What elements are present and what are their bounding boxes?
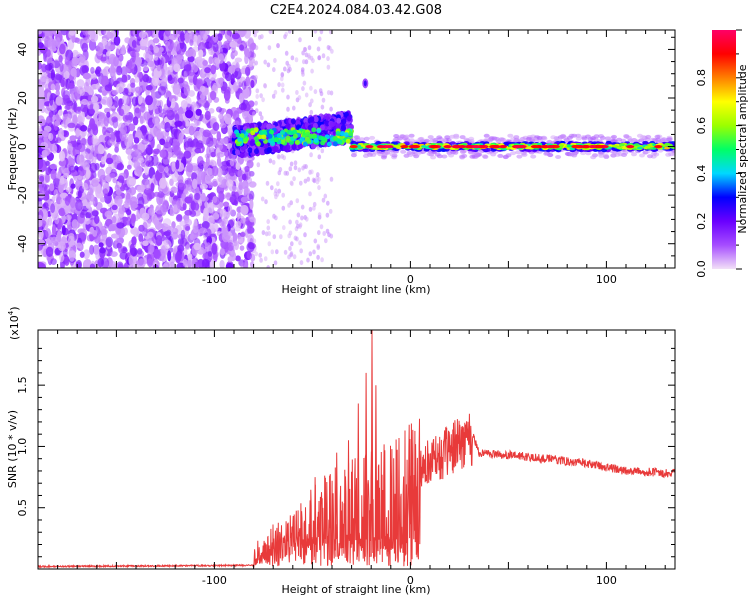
colorbar-gradient [712,30,736,269]
spectrogram-y-tick-label: 0 [16,143,29,150]
spectrogram-ticks: -100 0 100 -40 -20 0 20 40 [16,30,675,286]
colorbar-tick-label: 0.6 [695,117,708,135]
colorbar-tick-label: 0.8 [695,69,708,87]
colorbar-tick-label: 0.2 [695,212,708,230]
snr-y-label: SNR (10 * v/v) [6,410,19,488]
spectrogram-frame [37,29,676,269]
snr-x-tick-label: -100 [202,574,227,587]
snr-x-label: Height of straight line (km) [281,583,430,596]
colorbar: 0.0 0.2 0.4 0.6 0.8 Normalized spectral ampl… [695,29,749,278]
spectrogram-y-tick-label: 20 [16,91,29,105]
snr-x-tick-label: 100 [596,574,617,587]
spectrogram-x-tick-label: 100 [596,273,617,286]
spectrogram-y-tick-label: -20 [16,186,29,204]
colorbar-label: Normalized spectral amplitude [736,64,749,233]
snr-y-tick-label: 0.5 [16,499,29,517]
spectrogram-x-label: Height of straight line (km) [281,283,430,296]
snr-series-line [38,330,675,569]
snr-y-multiplier: (x104) [7,306,21,340]
snr-frame [37,329,676,570]
colorbar-ticks: 0.0 0.2 0.4 0.6 0.8 [695,29,742,278]
spectrogram-x-tick-label: 0 [407,273,414,286]
spectrogram-panel: -100 0 100 -40 -20 0 20 40 Height of straight l… [6,29,676,296]
snr-panel: -100 0 100 0.5 1.0 1.5 Height of straight lin… [6,306,676,596]
snr-y-tick-label: 1.0 [16,438,29,456]
spectrogram-heatmap [38,30,675,268]
snr-ticks: -100 0 100 0.5 1.0 1.5 [16,330,675,587]
spectrogram-y-tick-label: -40 [16,235,29,253]
snr-y-tick-label: 1.5 [16,376,29,394]
spectrogram-x-tick-label: -100 [202,273,227,286]
snr-x-tick-label: 0 [407,574,414,587]
figure-title: C2E4.2024.084.03.42.G08 [270,3,442,18]
spectrogram-y-tick-label: 40 [16,42,29,56]
colorbar-tick-label: 0.0 [695,260,708,278]
spectrogram-y-label: Frequency (Hz) [6,108,19,191]
colorbar-tick-label: 0.4 [695,165,708,183]
